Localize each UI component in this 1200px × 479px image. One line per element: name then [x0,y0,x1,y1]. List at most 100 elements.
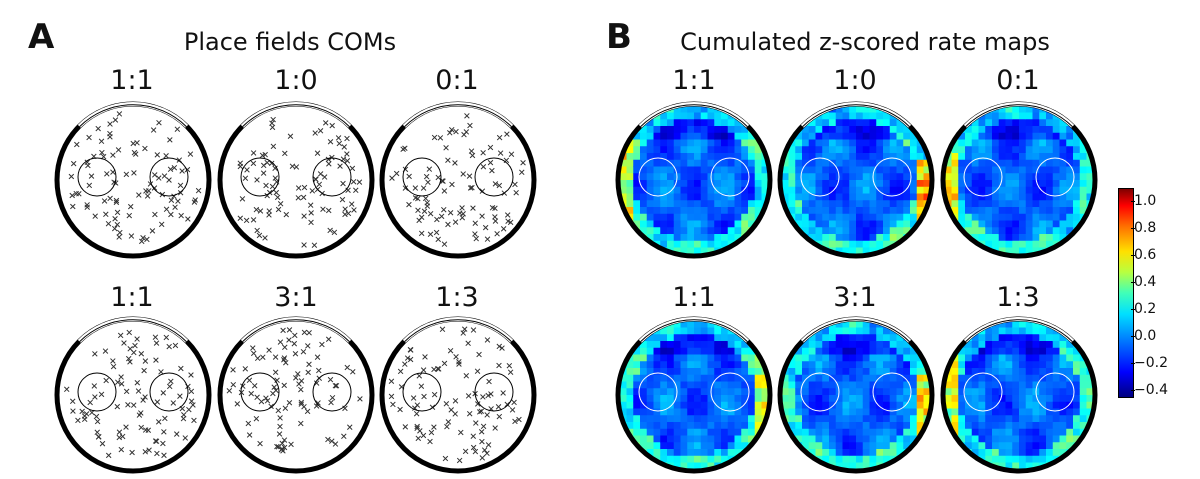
com-marker [431,134,438,141]
rate-pixel [923,341,931,349]
rate-pixel [667,193,675,201]
com-marker [152,334,159,340]
rate-pixel [741,139,749,147]
rate-pixel [707,449,715,457]
com-marker [504,401,511,408]
rate-pixel [1005,408,1013,416]
com-marker [476,351,482,358]
rate-pixel [829,139,837,147]
rate-pixel [965,146,973,154]
rate-pixel [829,395,837,403]
rate-pixel [761,388,769,396]
rate-pixel [667,401,675,409]
rate-pixel [802,173,810,181]
rate-pixel [673,227,681,235]
rate-pixel [1066,442,1074,450]
com-marker [353,187,359,194]
rate-pixel [869,193,877,201]
rate-pixel [714,381,722,389]
rate-pixel [619,105,621,107]
rate-pixel [1079,105,1087,107]
rate-pixel [815,186,823,194]
rate-pixel [985,395,993,403]
com-marker [415,207,421,214]
rate-pixel [633,415,641,423]
com-marker [520,159,526,166]
rate-pixel [748,388,756,396]
com-marker [404,355,411,361]
rate-pixel [1025,415,1033,423]
com-markers [389,113,526,247]
com-marker [487,159,494,166]
rate-pixel [1052,146,1060,154]
rate-pixel [958,361,966,369]
com-marker [171,164,178,171]
rate-pixel [788,401,796,409]
rate-pixel [619,119,627,127]
rate-pixel [944,388,952,396]
rate-pixel [1046,415,1054,423]
rate-pixel [727,428,735,436]
rate-pixel [944,462,946,470]
rate-pixel [971,173,979,181]
rate-pixel [944,132,946,140]
rate-pixel [1086,159,1094,167]
rate-pixel [1073,415,1081,423]
rate-pixel [748,408,756,416]
rate-pixel [849,395,857,403]
rate-pixel [862,213,870,221]
com-marker [444,423,450,430]
rate-pixel [930,449,931,457]
com-marker [275,206,282,213]
com-marker [347,424,353,430]
rate-pixel [1025,428,1033,436]
com-marker [458,429,464,436]
rate-pixel [640,200,648,208]
rate-pixel [653,368,661,376]
com-marker [272,369,279,376]
com-marker [149,228,156,234]
rate-pixel [1093,422,1094,430]
rate-pixel [1052,334,1060,342]
rate-pixel [978,173,986,181]
rate-pixel [876,186,884,194]
rate-pixel [721,428,729,436]
rate-pixel [965,186,973,194]
rate-pixel [1025,361,1033,369]
rate-pixel [667,449,675,457]
rate-pixel [896,401,904,409]
rate-pixel [700,368,708,376]
rate-pixel [802,422,810,430]
rate-pixel [667,240,675,248]
rate-pixel [748,422,756,430]
rate-pixel [944,341,952,349]
rate-pixel [944,327,946,335]
com-marker [272,175,279,181]
rate-pixel [781,234,783,242]
rate-pixel [653,166,661,174]
com-marker [293,164,300,170]
rate-pixel [741,347,749,355]
rate-pixel [754,173,762,181]
rate-pixel [788,320,796,322]
rate-pixel [1025,119,1033,127]
rate-pixel [903,422,911,430]
rate-pixel [1005,354,1013,362]
rate-pixel [707,180,715,188]
rate-pixel [646,354,654,362]
rate-pixel [1046,112,1054,120]
rate-pixel [1079,247,1087,255]
rate-pixel [985,327,993,335]
com-marker [467,122,473,129]
rate-pixel [788,173,796,181]
rate-pixel [633,112,641,120]
rate-pixel [1066,207,1074,215]
rate-pixel [876,139,884,147]
rate-pixel [707,361,715,369]
rate-pixel [1066,173,1074,181]
rate-pixel [781,361,783,369]
com-marker [269,120,275,126]
rate-pixel [619,341,621,349]
rate-pixel [998,213,1006,221]
com-marker [317,171,324,177]
